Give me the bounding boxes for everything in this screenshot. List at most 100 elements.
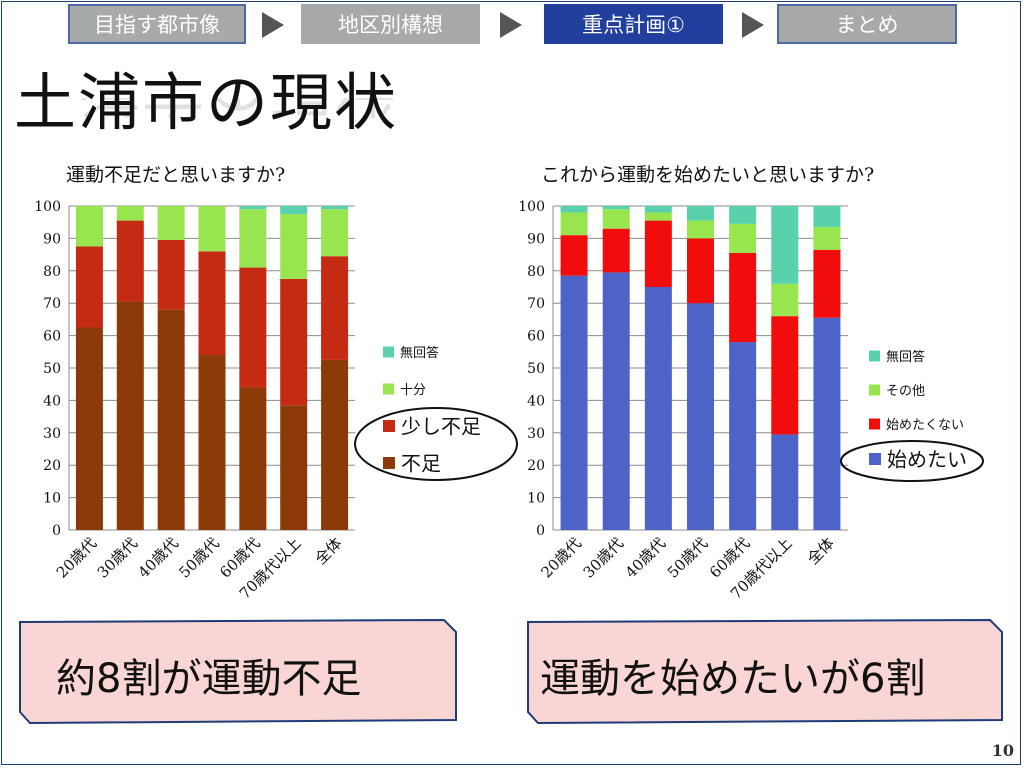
bar-segment xyxy=(729,223,757,253)
y-tick-label: 60 xyxy=(43,329,61,345)
legend-highlight-ellipse xyxy=(354,407,518,481)
x-tick-label: 全体 xyxy=(311,534,345,568)
legend-swatch xyxy=(869,384,880,396)
bar-segment xyxy=(813,206,841,228)
bar-segment xyxy=(116,301,144,530)
legend-label: 不足 xyxy=(401,452,441,476)
bar-segment xyxy=(729,252,757,343)
y-tick-label: 10 xyxy=(43,491,61,507)
legend-label: 始めたい xyxy=(887,448,967,472)
bar-segment xyxy=(321,206,349,210)
bar-segment xyxy=(644,287,672,530)
triangle-right-icon xyxy=(742,12,764,38)
bar-segment xyxy=(239,206,267,210)
bar-segment xyxy=(157,240,185,310)
bar-segment xyxy=(198,206,226,252)
chart2-title: これから運動を始めたいと思いますか? xyxy=(541,164,875,186)
y-tick-label: 90 xyxy=(527,231,545,247)
bar-segment xyxy=(239,387,267,530)
nav-item-district-plan[interactable]: 地区別構想 xyxy=(301,4,480,44)
bar-segment xyxy=(116,206,144,221)
y-tick-label: 90 xyxy=(43,231,61,247)
y-tick-label: 20 xyxy=(527,458,545,474)
bar-segment xyxy=(280,405,308,530)
bar-segment xyxy=(771,316,799,435)
legend-swatch xyxy=(383,383,394,395)
bar-segment xyxy=(602,206,630,210)
x-tick-label: 50歳代 xyxy=(175,534,222,581)
bar-segment xyxy=(75,327,103,530)
chart-exercise-shortage: 010203040506070809010020歳代30歳代40歳代50歳代60… xyxy=(34,199,518,603)
bar-segment xyxy=(239,209,267,268)
y-tick-label: 30 xyxy=(527,426,545,442)
bar-segment xyxy=(771,283,799,317)
y-tick-label: 100 xyxy=(34,199,61,215)
chart1-title: 運動不足だと思いますか? xyxy=(66,164,286,186)
legend-swatch xyxy=(869,350,880,362)
y-tick-label: 40 xyxy=(527,393,545,409)
legend-swatch xyxy=(383,457,395,469)
bar-segment xyxy=(321,256,349,360)
legend-swatch xyxy=(383,346,394,358)
legend-label: その他 xyxy=(886,384,925,399)
nav-item-summary[interactable]: まとめ xyxy=(777,4,957,44)
triangle-right-icon xyxy=(500,12,522,38)
bar-segment xyxy=(687,238,714,304)
bar-segment xyxy=(813,227,841,250)
x-tick-label: 50歳代 xyxy=(664,534,711,581)
x-tick-label: 20歳代 xyxy=(53,534,100,581)
bar-segment xyxy=(280,278,308,406)
bar-segment xyxy=(813,249,841,318)
y-tick-label: 40 xyxy=(43,393,61,409)
y-tick-label: 10 xyxy=(527,491,545,507)
y-tick-label: 50 xyxy=(527,361,545,377)
bar-segment xyxy=(813,317,841,530)
bar-segment xyxy=(157,206,185,241)
bar-segment xyxy=(560,206,588,213)
bar-segment xyxy=(75,206,103,247)
callout-right-text: 運動を始めたいが6割 xyxy=(540,656,926,702)
legend-label: 始めたくない xyxy=(886,418,964,433)
callout-left-text: 約8割が運動不足 xyxy=(56,656,362,702)
y-tick-label: 100 xyxy=(518,199,545,215)
page-number: 10 xyxy=(991,741,1014,760)
bar-segment xyxy=(321,359,349,530)
nav-item-priority-plan[interactable]: 重点計画① xyxy=(544,4,723,44)
bar-segment xyxy=(602,228,630,273)
x-tick-label: 20歳代 xyxy=(537,534,584,581)
legend-label: 少し不足 xyxy=(401,415,481,439)
y-tick-label: 30 xyxy=(43,426,61,442)
bar-segment xyxy=(560,275,588,530)
y-tick-label: 70 xyxy=(527,296,545,312)
legend-label: 無回答 xyxy=(400,345,439,361)
y-tick-label: 0 xyxy=(52,523,61,539)
bar-segment xyxy=(729,206,757,224)
bar-segment xyxy=(602,272,630,530)
bar-segment xyxy=(560,235,588,276)
bar-segment xyxy=(771,206,799,284)
bar-segment xyxy=(644,206,672,213)
nav-item-city-vision[interactable]: 目指す都市像 xyxy=(68,4,246,44)
bar-segment xyxy=(116,220,144,302)
bar-segment xyxy=(687,206,714,221)
page-title: 土浦市の現状 xyxy=(14,66,399,139)
bar-segment xyxy=(687,303,714,530)
y-tick-label: 60 xyxy=(527,329,545,345)
chart-start-exercise: 010203040506070809010020歳代30歳代40歳代50歳代60… xyxy=(518,199,984,603)
y-tick-label: 0 xyxy=(536,523,545,539)
y-tick-label: 50 xyxy=(43,361,61,377)
bar-segment xyxy=(75,246,103,328)
legend-swatch xyxy=(383,420,395,432)
bar-segment xyxy=(157,309,185,530)
y-tick-label: 20 xyxy=(43,458,61,474)
bar-segment xyxy=(644,212,672,221)
legend-swatch xyxy=(869,418,880,430)
bar-segment xyxy=(771,434,799,530)
legend-label: 無回答 xyxy=(886,349,925,365)
legend-label: 十分 xyxy=(400,383,426,398)
x-tick-label: 全体 xyxy=(804,534,838,568)
x-tick-label: 40歳代 xyxy=(135,534,182,581)
bar-segment xyxy=(644,220,672,287)
bar-segment xyxy=(602,209,630,229)
